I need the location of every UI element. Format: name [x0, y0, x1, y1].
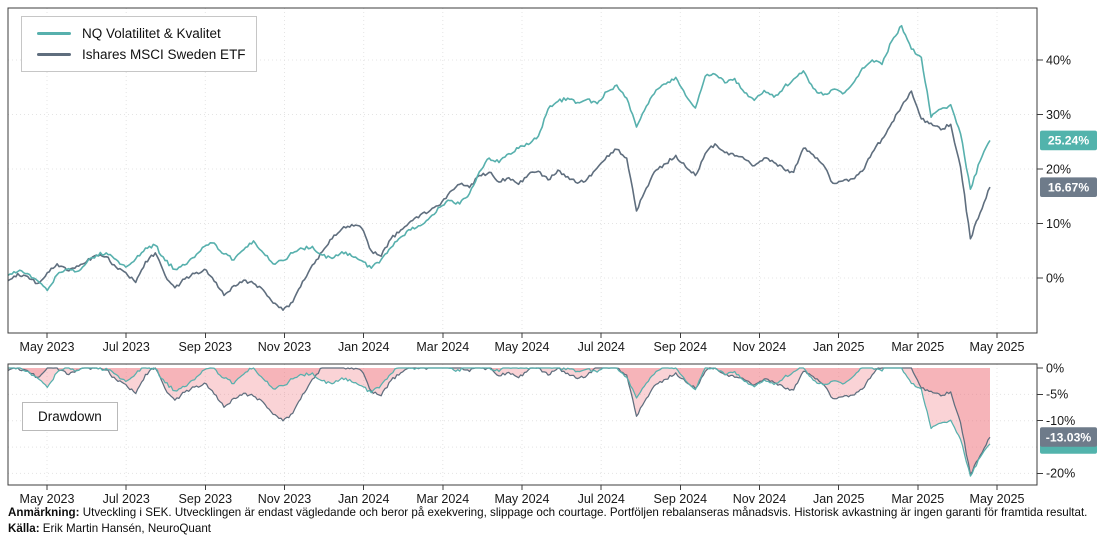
y-tick-label: -10%: [1046, 414, 1075, 428]
x-tick-label: Jul 2023: [103, 340, 150, 354]
svg-text:16.67%: 16.67%: [1048, 180, 1089, 194]
etf-line-swatch: [37, 53, 71, 56]
main-y-axis: 0% 10% 20% 30% 40%: [1037, 53, 1071, 285]
etf-drawdown-line: [7, 367, 991, 475]
nq-line-swatch: [37, 32, 71, 35]
legend-label-etf: Ishares MSCI Sweden ETF: [82, 47, 246, 62]
footnote-source-text: Erik Martin Hansén, NeuroQuant: [39, 522, 211, 535]
legend: NQ Volatilitet & Kvalitet Ishares MSCI S…: [21, 16, 257, 72]
y-tick-label: 10%: [1046, 217, 1071, 231]
footnote-remark-label: Anmärkning:: [8, 506, 80, 519]
y-tick-label: 30%: [1046, 108, 1071, 122]
etf-drawdown-area: [8, 368, 990, 475]
drawdown-x-axis: May 2023 Jul 2023 Sep 2023 Nov 2023 Jan 2024…: [20, 485, 1025, 506]
y-tick-label: 0%: [1046, 271, 1064, 285]
x-tick-label: Mar 2025: [891, 340, 944, 354]
footnote-remark: Anmärkning: Utveckling i SEK. Utveckling…: [8, 505, 1098, 521]
x-tick-label: Jul 2024: [578, 492, 625, 506]
svg-text:25.24%: 25.24%: [1048, 134, 1089, 148]
nq-end-value-badge: 25.24%: [1040, 130, 1097, 151]
legend-item-nq: NQ Volatilitet & Kvalitet: [22, 23, 256, 44]
etf-drawdown-value-badge: -13.03%: [1040, 427, 1097, 447]
etf-end-value-badge: 16.67%: [1040, 177, 1097, 197]
drawdown-y-axis: 0% -5% -10% -20%: [1037, 361, 1075, 481]
x-tick-label: May 2024: [495, 340, 550, 354]
x-tick-label: May 2025: [970, 340, 1025, 354]
drawdown-title-box: Drawdown: [22, 402, 118, 431]
nq-drawdown-line: [8, 367, 991, 477]
drawdown-grid: [8, 364, 1037, 485]
etf-series-line: [7, 90, 991, 312]
x-tick-label: Mar 2025: [891, 492, 944, 506]
y-tick-label: 0%: [1046, 361, 1064, 375]
footnote-source: Källa: Erik Martin Hansén, NeuroQuant: [8, 521, 1098, 537]
y-tick-label: -5%: [1046, 388, 1068, 402]
y-tick-label: -20%: [1046, 467, 1075, 481]
y-tick-label: 20%: [1046, 162, 1071, 176]
x-tick-label: Sep 2023: [179, 340, 233, 354]
x-tick-label: Sep 2024: [654, 340, 708, 354]
y-tick-label: 40%: [1046, 53, 1071, 67]
x-tick-label: Nov 2023: [258, 492, 312, 506]
main-x-axis: May 2023 Jul 2023 Sep 2023 Nov 2023 Jan 2024…: [20, 333, 1025, 354]
x-tick-label: May 2025: [970, 492, 1025, 506]
legend-label-nq: NQ Volatilitet & Kvalitet: [82, 26, 221, 41]
x-tick-label: May 2024: [495, 492, 550, 506]
footnote-source-label: Källa:: [8, 522, 40, 535]
x-tick-label: Nov 2024: [733, 492, 787, 506]
nq-series-line: [7, 24, 991, 292]
x-tick-label: Jan 2024: [338, 340, 389, 354]
x-tick-label: Mar 2024: [416, 492, 469, 506]
svg-text:-13.03%: -13.03%: [1046, 430, 1092, 444]
x-tick-label: Jul 2024: [578, 340, 625, 354]
x-tick-label: Nov 2023: [258, 340, 312, 354]
legend-item-etf: Ishares MSCI Sweden ETF: [22, 44, 256, 65]
x-tick-label: Nov 2024: [733, 340, 787, 354]
footnote-remark-text: Utveckling i SEK. Utvecklingen är endast…: [79, 506, 1088, 519]
x-tick-label: May 2023: [20, 340, 75, 354]
x-tick-label: May 2023: [20, 492, 75, 506]
x-tick-label: Mar 2024: [416, 340, 469, 354]
x-tick-label: Jan 2025: [813, 492, 864, 506]
x-tick-label: Sep 2023: [179, 492, 233, 506]
drawdown-title: Drawdown: [38, 409, 102, 424]
x-tick-label: Jul 2023: [103, 492, 150, 506]
x-tick-label: Jan 2025: [813, 340, 864, 354]
footnote: Anmärkning: Utveckling i SEK. Utveckling…: [8, 505, 1098, 537]
x-tick-label: Sep 2024: [654, 492, 708, 506]
x-tick-label: Jan 2024: [338, 492, 389, 506]
